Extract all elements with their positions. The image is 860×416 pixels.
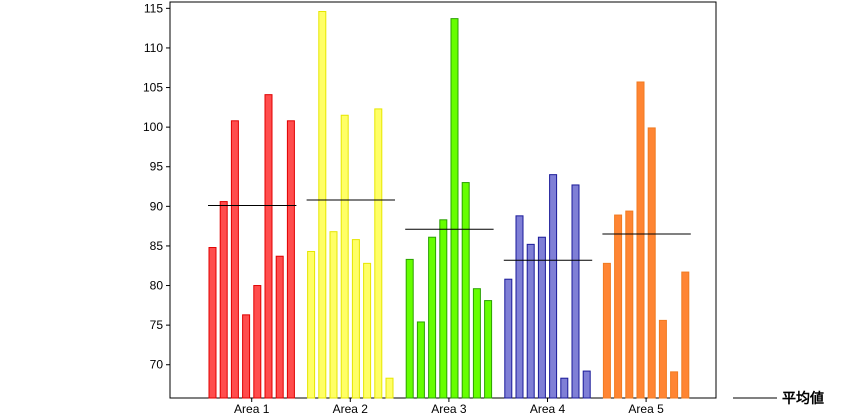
- bar: [504, 278, 513, 399]
- bar-group: [208, 94, 295, 399]
- category-label: Area 5: [628, 402, 664, 416]
- bar-group: [504, 174, 591, 399]
- bar: [571, 184, 580, 399]
- y-tick-label: 80: [150, 279, 164, 293]
- y-axis: 70 75 80 85 90 95 100 105 110 115: [143, 1, 170, 372]
- bar: [526, 243, 535, 399]
- bar: [484, 300, 493, 399]
- bar: [549, 174, 558, 399]
- bar: [472, 288, 481, 399]
- bar-group: [405, 18, 493, 399]
- y-tick-label: 70: [150, 358, 164, 372]
- category-label: Area 1: [234, 402, 270, 416]
- y-tick-label: 105: [143, 81, 163, 95]
- bar: [374, 108, 383, 399]
- bar-group: [307, 11, 394, 399]
- bar: [461, 182, 470, 399]
- bar: [253, 285, 262, 399]
- bar: [428, 236, 437, 399]
- y-tick-label: 95: [150, 160, 164, 174]
- bar: [636, 81, 645, 399]
- bar: [286, 120, 295, 399]
- y-tick-label: 100: [143, 120, 163, 134]
- bar: [450, 18, 459, 399]
- bar: [416, 321, 425, 399]
- category-label: Area 4: [530, 402, 566, 416]
- bar: [264, 94, 273, 399]
- bar: [275, 255, 284, 399]
- bar: [208, 247, 217, 399]
- bar: [560, 377, 569, 399]
- bar: [439, 219, 448, 399]
- bar: [351, 239, 360, 399]
- y-tick-label: 90: [150, 199, 164, 213]
- legend-label: 平均値: [782, 390, 824, 406]
- bar-group: [602, 81, 690, 399]
- bars: [208, 11, 690, 399]
- y-tick-label: 85: [150, 239, 164, 253]
- bar: [363, 262, 372, 399]
- bar: [658, 319, 667, 399]
- bar: [340, 114, 349, 399]
- legend: 平均値: [733, 390, 824, 406]
- bar: [602, 262, 611, 399]
- x-axis: Area 1 Area 2 Area 3 Area 4 Area 5: [234, 398, 664, 416]
- bar: [625, 210, 634, 399]
- bar: [307, 250, 316, 399]
- bar: [670, 371, 679, 399]
- bar: [515, 215, 524, 399]
- category-label: Area 3: [431, 402, 467, 416]
- bar: [230, 120, 239, 399]
- y-tick-label: 115: [144, 1, 163, 15]
- bar: [681, 271, 690, 399]
- y-tick-label: 110: [144, 41, 163, 55]
- bar: [318, 11, 327, 399]
- bar: [614, 214, 623, 399]
- mean-lines: [208, 199, 691, 261]
- bar: [582, 370, 591, 399]
- bar: [329, 231, 338, 399]
- bar: [405, 258, 414, 399]
- bar: [647, 127, 656, 399]
- bar: [219, 201, 228, 399]
- y-tick-label: 75: [150, 318, 164, 332]
- bar: [385, 377, 394, 399]
- bar: [537, 236, 546, 399]
- category-label: Area 2: [333, 402, 369, 416]
- bar: [242, 314, 251, 399]
